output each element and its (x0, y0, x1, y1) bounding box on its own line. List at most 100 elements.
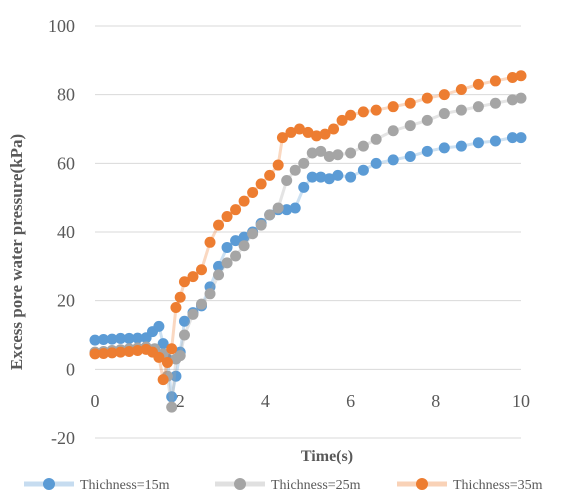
data-point (289, 202, 301, 214)
data-point (515, 92, 527, 104)
data-point (174, 350, 186, 362)
data-point (315, 145, 327, 157)
data-point (455, 104, 467, 116)
data-point (123, 345, 135, 357)
y-tick-label: 0 (66, 359, 75, 379)
data-point (255, 178, 267, 190)
y-tick-labels: -20 0 20 40 60 80 100 (48, 16, 75, 448)
data-point (311, 130, 323, 142)
data-point (132, 344, 144, 356)
data-point (272, 202, 284, 214)
data-point (213, 269, 225, 281)
data-point (370, 104, 382, 116)
data-point (289, 164, 301, 176)
data-point (115, 346, 127, 358)
legend: Thichness=15m Thichness=25m Thichness=35m (24, 478, 543, 493)
data-point (153, 351, 165, 363)
data-point (387, 101, 399, 113)
data-point (178, 329, 190, 341)
data-point (387, 154, 399, 166)
data-point (345, 147, 357, 159)
data-point (123, 332, 135, 344)
data-point (281, 175, 293, 186)
data-point (357, 106, 369, 118)
x-axis-title: Time(s) (301, 448, 353, 465)
data-point (472, 137, 484, 149)
x-tick-label: 0 (91, 391, 100, 411)
data-point (357, 140, 369, 152)
data-point (506, 132, 518, 144)
x-tick-label: 2 (176, 391, 185, 411)
data-point (166, 391, 178, 403)
data-point (302, 126, 314, 138)
data-point (221, 241, 233, 253)
y-tick-label: -20 (51, 428, 75, 448)
data-point (315, 171, 327, 183)
data-point (438, 89, 450, 101)
y-tick-label: 40 (57, 222, 75, 242)
data-point (328, 123, 340, 135)
data-point (238, 195, 250, 207)
data-point (506, 72, 518, 83)
data-point (404, 120, 416, 132)
data-point (255, 219, 267, 231)
data-point (178, 315, 190, 327)
data-point (264, 209, 276, 221)
data-point (221, 211, 233, 223)
data-point (213, 260, 225, 272)
series-line (94, 74, 522, 380)
data-point (196, 264, 207, 276)
data-point (293, 123, 305, 135)
x-tick-label: 10 (512, 391, 530, 411)
data-point (178, 276, 190, 288)
data-point (170, 370, 182, 382)
data-point (281, 204, 293, 216)
data-point (489, 135, 501, 147)
data-point (345, 109, 357, 121)
data-point (332, 149, 344, 161)
data-point (515, 70, 527, 82)
data-point (515, 132, 527, 144)
legend-item-2: Thichness=25m (215, 478, 361, 493)
data-point (204, 288, 216, 300)
data-point (132, 332, 144, 344)
data-point (298, 157, 310, 169)
data-point (161, 356, 173, 368)
legend-item-1: Thichness=15m (24, 478, 170, 493)
data-point (323, 173, 335, 185)
legend-item-3: Thichness=35m (397, 478, 543, 493)
data-point (472, 78, 484, 90)
series-2 (89, 92, 527, 413)
data-point (472, 101, 484, 113)
data-point (455, 84, 467, 96)
data-point (306, 171, 318, 183)
data-point (285, 126, 297, 138)
legend-marker (234, 478, 246, 490)
data-point (247, 187, 259, 199)
data-point (438, 108, 450, 120)
plot-area (89, 70, 527, 413)
data-point (438, 142, 450, 154)
series-1 (89, 132, 527, 403)
data-point (421, 145, 433, 157)
data-point (276, 132, 288, 144)
data-point (230, 235, 242, 247)
data-point (98, 348, 110, 360)
data-point (421, 114, 433, 126)
data-point (187, 271, 199, 283)
data-point (230, 250, 242, 262)
y-axis-title: Excess pore water pressure(kPa) (7, 134, 26, 370)
y-tick-label: 60 (57, 153, 75, 173)
data-point (89, 334, 101, 346)
data-point (506, 94, 518, 106)
data-point (196, 298, 207, 310)
data-point (323, 150, 335, 162)
data-point (115, 332, 127, 344)
data-point (213, 219, 225, 231)
data-point (166, 401, 178, 413)
data-point (319, 128, 331, 140)
data-point (272, 159, 284, 171)
data-point (89, 348, 101, 360)
y-tick-label: 100 (48, 16, 75, 36)
